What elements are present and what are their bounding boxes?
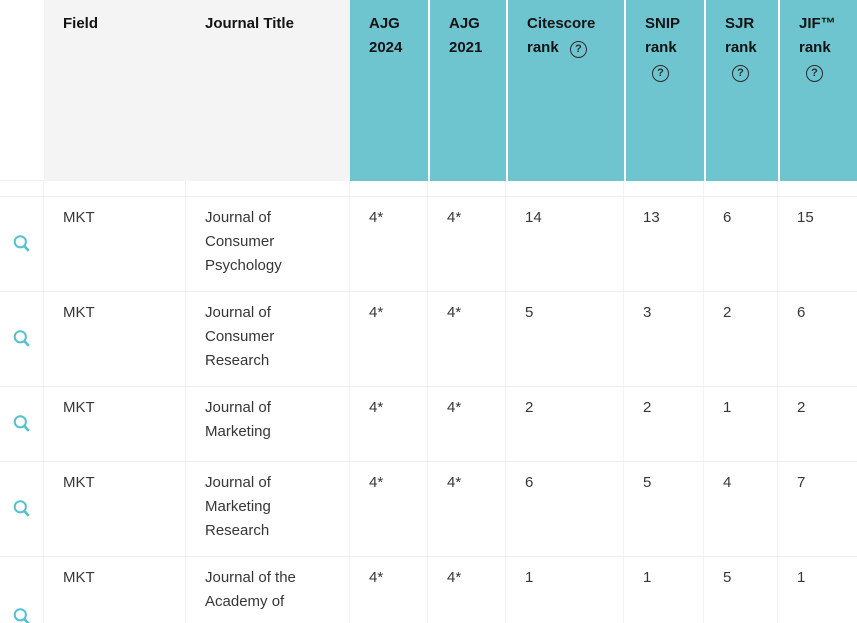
header-cell-jif-rank[interactable]: JIF™ rank ? bbox=[778, 0, 857, 181]
snip-rank-cell: 13 bbox=[624, 197, 704, 292]
sjr-rank-cell: 4 bbox=[704, 462, 778, 557]
field-cell: MKT bbox=[44, 387, 186, 462]
citescore-rank-cell: 5 bbox=[506, 292, 624, 387]
journal-title-cell: Journal of the Academy of bbox=[186, 557, 350, 623]
row-search-cell bbox=[0, 292, 44, 387]
header-cell-citescore-rank[interactable]: Citescore rank ? bbox=[506, 0, 624, 181]
ajg-2024-cell: 4* bbox=[350, 557, 428, 623]
sjr-rank-cell: 5 bbox=[704, 557, 778, 623]
ajg-2021-cell: 4* bbox=[428, 387, 506, 462]
magnifier-icon bbox=[13, 500, 30, 517]
sjr-rank-cell: 6 bbox=[704, 197, 778, 292]
magnifier-icon bbox=[13, 330, 30, 347]
ajg-2024-cell: 4* bbox=[350, 387, 428, 462]
table-row: MKT Journal of Marketing Research 4* 4* … bbox=[0, 462, 857, 557]
table-row: MKT Journal of Marketing 4* 4* 2 2 1 2 bbox=[0, 387, 857, 462]
ajg-2021-cell: 4* bbox=[428, 292, 506, 387]
help-icon[interactable]: ? bbox=[806, 65, 823, 82]
snip-rank-cell: 2 bbox=[624, 387, 704, 462]
field-cell: MKT bbox=[44, 557, 186, 623]
journal-title-cell: Journal of Consumer Psychology bbox=[186, 197, 350, 292]
header-cell-snip-rank[interactable]: SNIP rank ? bbox=[624, 0, 704, 181]
row-search-cell bbox=[0, 557, 44, 623]
ajg-2021-cell: 4* bbox=[428, 197, 506, 292]
jif-rank-cell: 15 bbox=[778, 197, 857, 292]
ajg-2021-cell: 4* bbox=[428, 557, 506, 623]
magnifier-icon bbox=[13, 235, 30, 252]
ajg-2024-cell: 4* bbox=[350, 197, 428, 292]
header-cell-ajg-2024[interactable]: AJG 2024 bbox=[350, 0, 428, 181]
sjr-rank-cell: 2 bbox=[704, 292, 778, 387]
row-search-cell bbox=[0, 462, 44, 557]
sjr-rank-cell: 1 bbox=[704, 387, 778, 462]
magnifier-icon bbox=[13, 415, 30, 432]
field-cell: MKT bbox=[44, 197, 186, 292]
field-cell: MKT bbox=[44, 292, 186, 387]
snip-rank-cell: 3 bbox=[624, 292, 704, 387]
row-search-button[interactable] bbox=[12, 414, 32, 434]
table-row: MKT Journal of the Academy of 4* 4* 1 1 … bbox=[0, 557, 857, 623]
field-cell: MKT bbox=[44, 462, 186, 557]
row-search-button[interactable] bbox=[12, 499, 32, 519]
header-cell-field[interactable]: Field bbox=[44, 0, 186, 181]
ajg-2024-cell: 4* bbox=[350, 292, 428, 387]
header-cell-sjr-rank[interactable]: SJR rank ? bbox=[704, 0, 778, 181]
row-search-button[interactable] bbox=[12, 329, 32, 349]
header-label: Citescore rank bbox=[527, 15, 596, 56]
magnifier-icon bbox=[13, 607, 30, 623]
header-cell-blank bbox=[0, 0, 44, 181]
header-cell-ajg-2021[interactable]: AJG 2021 bbox=[428, 0, 506, 181]
row-search-button[interactable] bbox=[12, 234, 32, 254]
citescore-rank-cell: 6 bbox=[506, 462, 624, 557]
journal-title-cell: Journal of Marketing Research bbox=[186, 462, 350, 557]
header-label: SJR rank bbox=[725, 15, 757, 56]
jif-rank-cell: 1 bbox=[778, 557, 857, 623]
journal-title-cell: Journal of Consumer Research bbox=[186, 292, 350, 387]
ajg-2024-cell: 4* bbox=[350, 462, 428, 557]
snip-rank-cell: 1 bbox=[624, 557, 704, 623]
table-header-row: Field Journal Title AJG 2024 AJG 2021 Ci… bbox=[0, 0, 857, 181]
jif-rank-cell: 6 bbox=[778, 292, 857, 387]
journal-title-cell: Journal of Marketing bbox=[186, 387, 350, 462]
table-row-partial bbox=[0, 181, 857, 197]
header-cell-journal-title[interactable]: Journal Title bbox=[186, 0, 350, 181]
row-search-cell bbox=[0, 387, 44, 462]
citescore-rank-cell: 2 bbox=[506, 387, 624, 462]
header-label: SNIP rank bbox=[645, 15, 680, 56]
header-label: JIF™ rank bbox=[799, 15, 836, 56]
citescore-rank-cell: 14 bbox=[506, 197, 624, 292]
help-icon[interactable]: ? bbox=[569, 41, 587, 58]
help-icon[interactable]: ? bbox=[652, 65, 669, 82]
ajg-2021-cell: 4* bbox=[428, 462, 506, 557]
jif-rank-cell: 2 bbox=[778, 387, 857, 462]
table-row: MKT Journal of Consumer Psychology 4* 4*… bbox=[0, 197, 857, 292]
table-row: MKT Journal of Consumer Research 4* 4* 5… bbox=[0, 292, 857, 387]
snip-rank-cell: 5 bbox=[624, 462, 704, 557]
row-search-button[interactable] bbox=[12, 607, 32, 623]
row-search-cell bbox=[0, 197, 44, 292]
jif-rank-cell: 7 bbox=[778, 462, 857, 557]
citescore-rank-cell: 1 bbox=[506, 557, 624, 623]
help-icon[interactable]: ? bbox=[732, 65, 749, 82]
